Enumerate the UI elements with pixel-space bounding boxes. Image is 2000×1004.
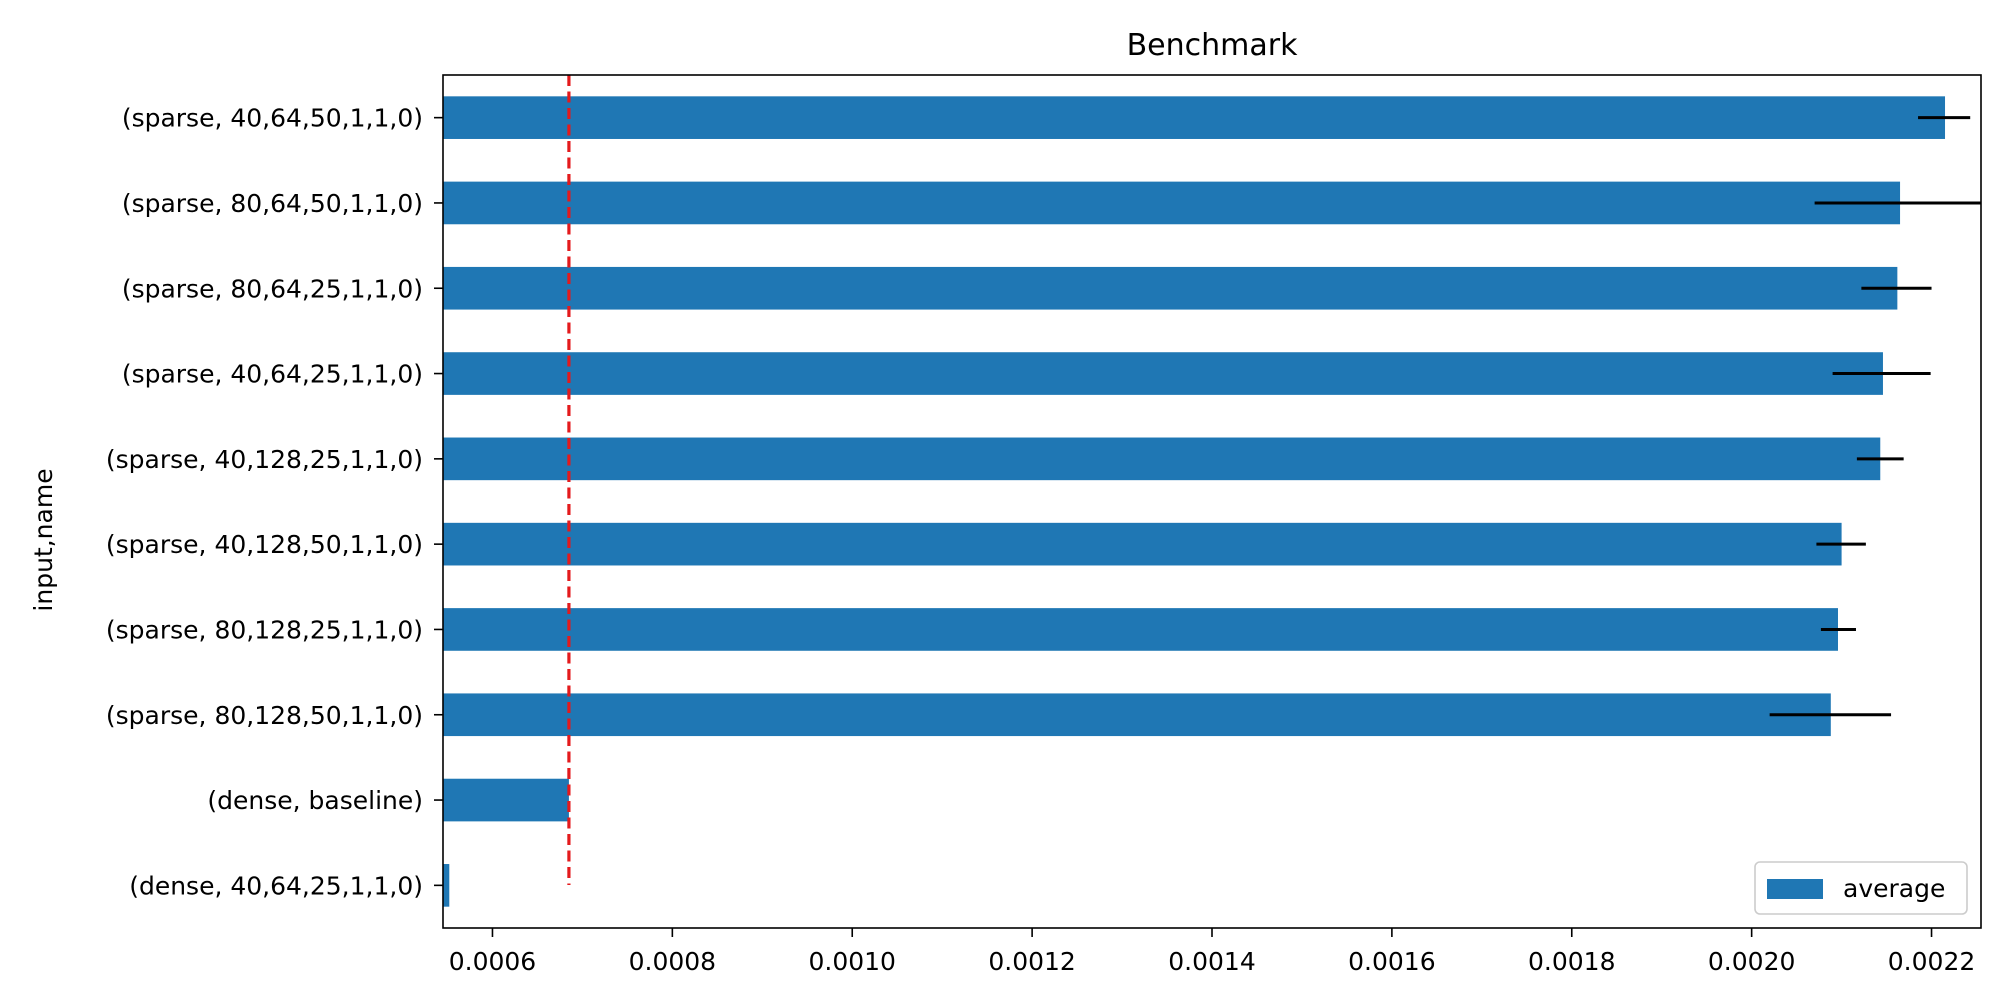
x-tick-label: 0.0014 [1168,947,1255,976]
error-bars-layer [1769,116,1981,717]
y-tick-label: (dense, baseline) [207,786,423,815]
x-tick-label: 0.0012 [988,947,1075,976]
bar [443,181,1901,225]
y-tick-label: (sparse, 40,64,50,1,1,0) [122,104,423,133]
y-tick-label: (sparse, 40,128,50,1,1,0) [106,530,423,559]
x-tick-label: 0.0010 [808,947,895,976]
x-tick-label: 0.0022 [1888,947,1975,976]
bar [443,352,1883,395]
bar [443,96,1946,139]
x-tick-label: 0.0020 [1708,947,1795,976]
bar [443,778,569,822]
ticks-layer: (sparse, 40,64,50,1,1,0) (sparse, 80,64,5… [106,104,1975,976]
y-tick-label: (sparse, 80,64,25,1,1,0) [122,274,423,303]
x-tick-label: 0.0018 [1528,947,1615,976]
legend-label: average [1843,874,1945,903]
bar [443,864,450,907]
x-tick-label: 0.0016 [1348,947,1435,976]
legend-box [1754,861,1968,915]
y-tick-label: (sparse, 40,64,25,1,1,0) [122,360,423,389]
x-tick-label: 0.0008 [629,947,716,976]
bar [443,266,1898,310]
bar [443,693,1831,737]
y-tick-label: (sparse, 80,128,50,1,1,0) [106,701,423,730]
bar [443,437,1881,481]
y-tick-label: (sparse, 80,64,50,1,1,0) [122,189,423,218]
bars-layer [443,96,1946,907]
legend-swatch [1767,879,1823,899]
x-tick-label: 0.0006 [449,947,536,976]
y-tick-label: (sparse, 40,128,25,1,1,0) [106,445,423,474]
y-tick-label: (sparse, 80,128,25,1,1,0) [106,615,423,644]
legend: average [1754,861,1968,915]
y-axis-label: input,name [29,468,58,611]
bar [443,608,1838,651]
bar [443,522,1842,566]
y-tick-label: (dense, 40,64,25,1,1,0) [129,871,423,900]
chart-title: Benchmark [1127,28,1299,63]
